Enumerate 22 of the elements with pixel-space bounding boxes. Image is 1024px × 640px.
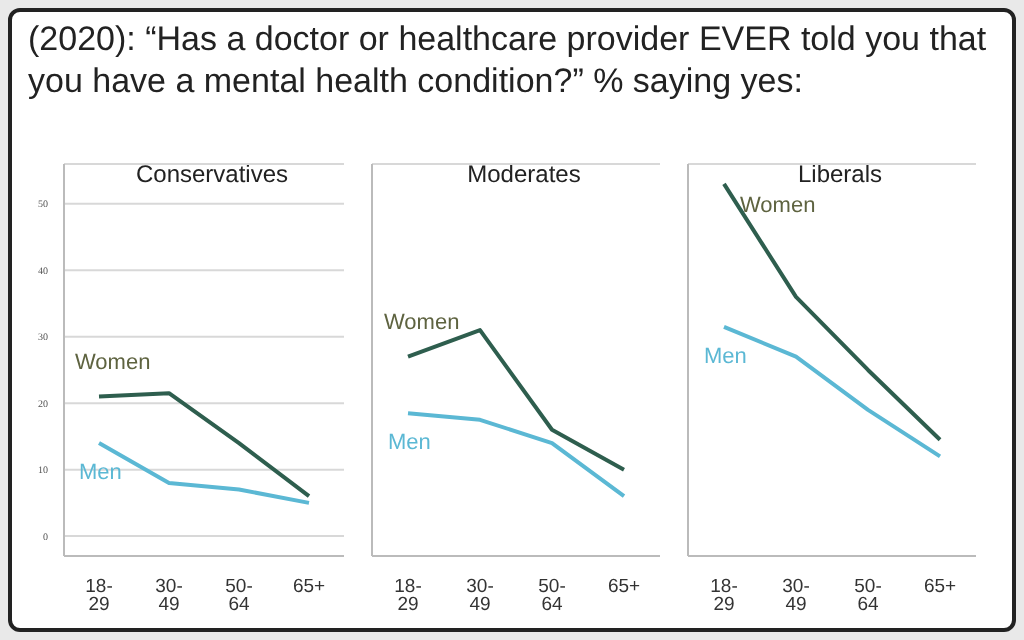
x-tick-label: 65+ [292,576,327,598]
x-tick-label: 65+ [607,576,642,598]
series-label: Women [75,350,151,375]
series-label: Men [388,431,431,456]
text: (2020): “Has a doctor or healthcare provider EVER told you that you have a mental health condition?” % saying yes: [26,18,989,104]
chart-title: Moderates [465,160,583,188]
x-tick-label: 50- 64 [225,576,253,616]
x-tick-label: 50- 64 [854,576,882,616]
x-tick-label: 30- 49 [782,576,810,616]
series-label: Women [384,310,460,335]
chart-title: Liberals [795,160,885,188]
x-tick-label: 30- 49 [466,576,494,616]
series-label: Men [79,461,122,486]
x-tick-label: 30- 49 [155,576,183,616]
x-tick-label: 65+ [923,576,958,598]
series-label: Men [704,344,747,369]
series-label: Women [740,193,816,218]
x-tick-label: 18- 29 [710,576,738,616]
x-tick-label: 50- 64 [538,576,566,616]
x-tick-label: 18- 29 [394,576,422,616]
x-tick-label: 18- 29 [85,576,113,616]
chart-title: Conservatives [133,160,291,188]
